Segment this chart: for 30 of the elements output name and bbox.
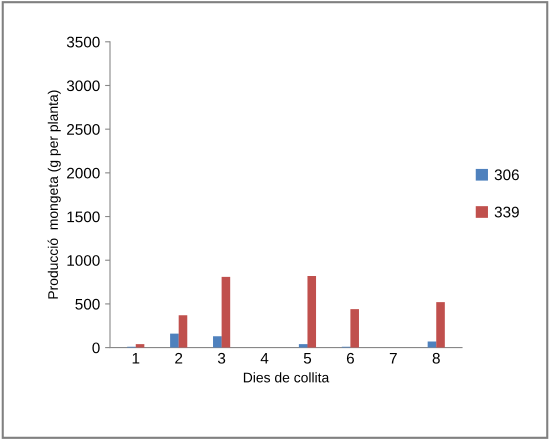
y-tick-label: 2500 bbox=[67, 124, 100, 135]
x-tick-label: 8 bbox=[432, 352, 440, 364]
y-tick-label: 1500 bbox=[67, 211, 100, 222]
x-axis-title: Dies de collita bbox=[244, 372, 330, 382]
x-tick-label: 7 bbox=[390, 353, 397, 364]
bar bbox=[350, 309, 359, 348]
bar bbox=[178, 315, 188, 348]
x-tick-label: 6 bbox=[346, 352, 354, 364]
x-tick-label: 3 bbox=[218, 352, 226, 364]
y-tick-label: 2000 bbox=[67, 168, 100, 179]
x-tick-label: 4 bbox=[260, 353, 268, 364]
bar bbox=[428, 341, 436, 348]
x-tick-label: 2 bbox=[175, 352, 182, 364]
bar bbox=[213, 336, 222, 348]
bar bbox=[298, 344, 308, 348]
bar bbox=[436, 302, 445, 348]
x-tick-label: 5 bbox=[304, 353, 312, 364]
y-tick-label: 1000 bbox=[67, 255, 100, 266]
bar bbox=[170, 334, 179, 348]
y-tick-label: 3000 bbox=[66, 80, 100, 92]
x-tick-label: 1 bbox=[132, 353, 140, 364]
y-tick-label: 0 bbox=[92, 342, 100, 354]
bar bbox=[307, 276, 316, 348]
legend-label: 339 bbox=[494, 206, 519, 218]
y-tick-label: 500 bbox=[75, 298, 100, 310]
bar bbox=[222, 276, 230, 348]
legend-label: 306 bbox=[494, 169, 519, 180]
y-axis-title: Producció mongeta (g per planta) bbox=[48, 90, 61, 299]
bar bbox=[136, 344, 144, 348]
y-tick-label: 3500 bbox=[66, 36, 100, 48]
